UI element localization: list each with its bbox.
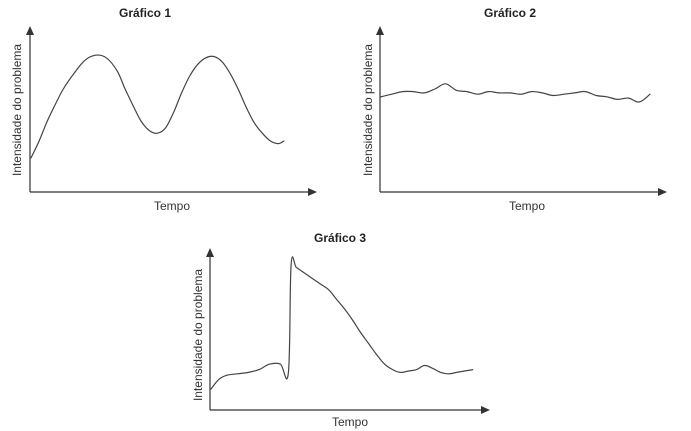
chart-3: Gráfico 3 Tempo Intensidade do problema	[191, 231, 490, 429]
chart-1-x-axis-arrow	[308, 188, 317, 196]
chart-2-y-axis-arrow	[376, 26, 384, 35]
chart-2-y-label: Intensidade do problema	[361, 44, 375, 176]
chart-3-title: Gráfico 3	[314, 231, 366, 245]
chart-2-x-axis-arrow	[658, 188, 667, 196]
chart-3-x-label: Tempo	[332, 415, 368, 429]
chart-1-series-line	[30, 54, 285, 159]
chart-2-series-line	[380, 83, 651, 103]
chart-1-title: Gráfico 1	[119, 6, 171, 20]
chart-3-x-axis-arrow	[481, 406, 490, 414]
chart-3-y-label: Intensidade do problema	[191, 269, 205, 401]
chart-3-y-axis-arrow	[206, 248, 214, 257]
chart-1-y-label: Intensidade do problema	[10, 44, 24, 176]
chart-1: Gráfico 1 Tempo Intensidade do problema	[10, 6, 317, 213]
chart-2-x-label: Tempo	[509, 199, 545, 213]
chart-1-x-label: Tempo	[154, 199, 190, 213]
chart-2-title: Gráfico 2	[484, 6, 536, 20]
chart-3-series-line	[210, 256, 474, 390]
chart-1-y-axis-arrow	[26, 26, 34, 35]
chart-2: Gráfico 2 Tempo Intensidade do problema	[361, 6, 667, 213]
